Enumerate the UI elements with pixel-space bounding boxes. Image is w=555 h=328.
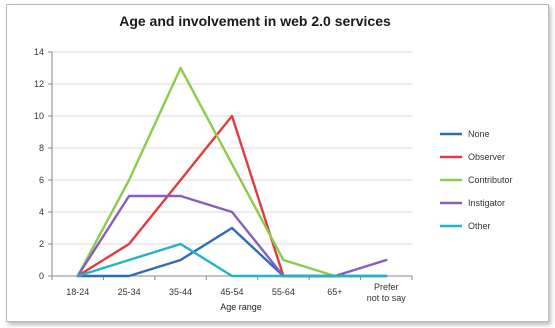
x-tick-label: 45-54 <box>220 287 243 297</box>
legend-label-instigator: Instigator <box>468 198 505 208</box>
series-line-contributor <box>76 66 337 278</box>
y-tick-label: 6 <box>39 175 44 185</box>
series-line-instigator <box>76 194 388 278</box>
y-tick-labels: 0 2 4 6 8 10 12 14 <box>34 47 44 281</box>
x-tick-label: 35-44 <box>169 287 192 297</box>
y-tick-label: 10 <box>34 111 44 121</box>
chart-title: Age and involvement in web 2.0 services <box>119 13 391 29</box>
y-tick-label: 12 <box>34 79 44 89</box>
y-tick-label: 2 <box>39 239 44 249</box>
x-tick-label: 25-34 <box>118 287 141 297</box>
series-lines <box>76 66 388 278</box>
series-line-none <box>76 226 388 278</box>
legend-label-contributor: Contributor <box>468 175 513 185</box>
y-tick-label: 8 <box>39 143 44 153</box>
axes <box>48 51 413 280</box>
y-tick-label: 0 <box>39 271 44 281</box>
x-tick-label: 55-64 <box>272 287 295 297</box>
grid-lines <box>52 51 412 245</box>
y-tick-label: 4 <box>39 207 44 217</box>
x-tick-label: Prefer not to say <box>367 282 407 303</box>
x-tick-label: 18-24 <box>66 287 89 297</box>
x-tick-labels: 18-24 25-34 35-44 45-54 55-64 65+ Prefer not to… <box>66 282 406 303</box>
legend-label-observer: Observer <box>468 152 505 162</box>
x-tick-label: 65+ <box>327 287 342 297</box>
legend: None Observer Contributor Instigator Other <box>440 129 513 231</box>
legend-label-none: None <box>468 129 490 139</box>
legend-label-other: Other <box>468 221 491 231</box>
y-tick-label: 14 <box>34 47 44 57</box>
series-line-other <box>76 242 388 278</box>
series-line-observer <box>76 114 285 278</box>
x-axis-title: Age range <box>220 302 262 312</box>
